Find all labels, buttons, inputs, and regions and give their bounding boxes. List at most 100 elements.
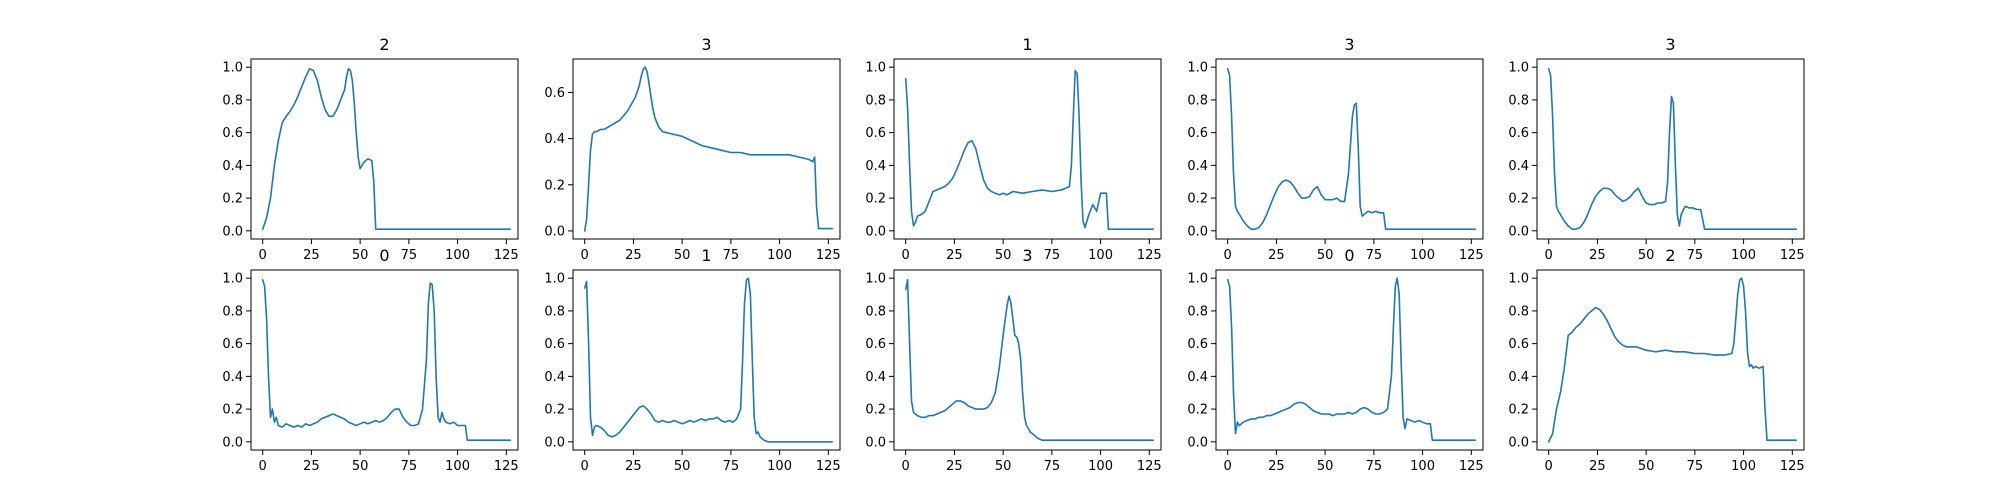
axes-frame bbox=[1215, 58, 1484, 240]
subplot-8: 3 0 25 50 75 100 125 0.0 0.2 0.4 0.6 0.8 1.0 bbox=[865, 246, 1161, 474]
x-tick-label: 0 bbox=[259, 459, 267, 474]
y-tick-label: 0.2 bbox=[1508, 403, 1529, 418]
x-tick-label: 50 bbox=[352, 459, 369, 474]
x-tick-label: 0 bbox=[581, 248, 589, 263]
axes-frame bbox=[572, 58, 841, 240]
x-tick-label: 0 bbox=[1224, 459, 1232, 474]
subplot-7: 1 0 25 50 75 100 125 0.0 0.2 0.4 0.6 0.8 1.0 bbox=[544, 246, 840, 474]
x-tick-label: 0 bbox=[1545, 459, 1553, 474]
x-tick-label: 0 bbox=[581, 459, 589, 474]
x-tick-label: 75 bbox=[1687, 248, 1704, 263]
x-tick-label: 100 bbox=[445, 248, 470, 263]
x-tick-label: 100 bbox=[1731, 459, 1756, 474]
series-line bbox=[904, 69, 1154, 230]
x-tick-label: 100 bbox=[767, 459, 792, 474]
x-tick-label: 25 bbox=[1268, 248, 1285, 263]
subplot-4: 3 0 25 50 75 100 125 0.0 0.2 0.4 0.6 0.8 1.0 bbox=[1187, 35, 1483, 263]
x-tick-label: 50 bbox=[1317, 459, 1334, 474]
y-tick-label: 0.0 bbox=[1508, 224, 1529, 239]
x-tick-label: 125 bbox=[1137, 459, 1162, 474]
y-tick-label: 0.6 bbox=[544, 86, 565, 101]
y-tick-label: 0.0 bbox=[544, 435, 565, 450]
x-tick-label: 75 bbox=[1366, 459, 1383, 474]
subplot-title: 1 bbox=[1022, 35, 1032, 54]
x-tick-label: 125 bbox=[1780, 459, 1805, 474]
axes-frame bbox=[1536, 58, 1805, 240]
x-tick-label: 125 bbox=[1780, 248, 1805, 263]
series-line bbox=[583, 277, 833, 443]
y-tick-label: 0.2 bbox=[865, 192, 886, 207]
x-tick-label: 25 bbox=[946, 248, 963, 263]
x-tick-label: 100 bbox=[1410, 248, 1435, 263]
y-tick-label: 0.4 bbox=[544, 370, 565, 385]
subplot-title: 2 bbox=[1665, 246, 1675, 265]
x-tick-label: 100 bbox=[1088, 248, 1113, 263]
y-tick-label: 0.0 bbox=[1187, 224, 1208, 239]
x-tick-label: 0 bbox=[259, 248, 267, 263]
x-tick-label: 75 bbox=[723, 248, 740, 263]
subplot-title: 3 bbox=[701, 35, 711, 54]
x-tick-label: 50 bbox=[674, 459, 691, 474]
y-tick-label: 0.0 bbox=[865, 224, 886, 239]
y-tick-label: 0.4 bbox=[1508, 370, 1529, 385]
y-tick-label: 0.8 bbox=[222, 304, 243, 319]
subplot-title: 3 bbox=[1665, 35, 1675, 54]
x-tick-label: 0 bbox=[902, 459, 910, 474]
y-tick-label: 0.0 bbox=[544, 224, 565, 239]
subplot-6: 0 0 25 50 75 100 125 0.0 0.2 0.4 0.6 0.8 1.0 bbox=[222, 246, 518, 474]
y-tick-label: 0.8 bbox=[222, 93, 243, 108]
x-tick-label: 0 bbox=[902, 248, 910, 263]
y-tick-label: 0.2 bbox=[865, 403, 886, 418]
axes-frame bbox=[1536, 269, 1805, 451]
y-tick-label: 0.2 bbox=[1187, 403, 1208, 418]
x-tick-label: 25 bbox=[625, 459, 642, 474]
y-tick-label: 0.4 bbox=[865, 159, 886, 174]
y-tick-label: 0.8 bbox=[1187, 93, 1208, 108]
subplot-1: 2 0 25 50 75 100 125 0.0 0.2 0.4 0.6 0.8 1.0 bbox=[222, 35, 518, 263]
series-line bbox=[261, 279, 511, 441]
x-tick-label: 25 bbox=[1589, 459, 1606, 474]
y-tick-label: 1.0 bbox=[1187, 61, 1208, 76]
y-tick-label: 0.6 bbox=[865, 126, 886, 141]
x-tick-label: 25 bbox=[946, 459, 963, 474]
y-tick-label: 0.2 bbox=[1187, 192, 1208, 207]
y-tick-label: 1.0 bbox=[1508, 61, 1529, 76]
y-tick-label: 0.8 bbox=[1508, 304, 1529, 319]
x-tick-label: 50 bbox=[995, 248, 1012, 263]
y-tick-label: 0.0 bbox=[865, 435, 886, 450]
x-tick-label: 75 bbox=[723, 459, 740, 474]
x-tick-label: 50 bbox=[1638, 248, 1655, 263]
y-tick-label: 0.4 bbox=[1187, 159, 1208, 174]
y-tick-label: 0.4 bbox=[222, 159, 243, 174]
y-tick-label: 0.4 bbox=[865, 370, 886, 385]
subplot-title: 1 bbox=[701, 246, 711, 265]
x-tick-label: 75 bbox=[1687, 459, 1704, 474]
x-tick-label: 100 bbox=[1088, 459, 1113, 474]
axes-frame bbox=[1215, 269, 1484, 451]
y-tick-label: 0.8 bbox=[865, 93, 886, 108]
subplot-title: 3 bbox=[1344, 35, 1354, 54]
y-tick-label: 0.0 bbox=[1187, 435, 1208, 450]
x-tick-label: 50 bbox=[352, 248, 369, 263]
subplot-title: 2 bbox=[379, 35, 389, 54]
series-line bbox=[1226, 277, 1476, 441]
subplot-2: 3 0 25 50 75 100 125 0.0 0.2 0.4 0.6 bbox=[544, 35, 840, 263]
x-tick-label: 0 bbox=[1224, 248, 1232, 263]
x-tick-label: 25 bbox=[1589, 248, 1606, 263]
y-tick-label: 0.6 bbox=[865, 337, 886, 352]
x-tick-label: 25 bbox=[303, 459, 320, 474]
y-tick-label: 0.4 bbox=[544, 132, 565, 147]
y-tick-label: 0.4 bbox=[1187, 370, 1208, 385]
subplot-title: 3 bbox=[1022, 246, 1032, 265]
series-line bbox=[1547, 68, 1797, 230]
series-line bbox=[261, 68, 511, 230]
x-tick-label: 25 bbox=[303, 248, 320, 263]
y-tick-label: 1.0 bbox=[222, 61, 243, 76]
y-tick-label: 0.0 bbox=[1508, 435, 1529, 450]
y-tick-label: 0.6 bbox=[1508, 337, 1529, 352]
x-tick-label: 75 bbox=[1044, 248, 1061, 263]
x-tick-label: 75 bbox=[401, 459, 418, 474]
y-tick-label: 1.0 bbox=[1508, 272, 1529, 287]
subplot-title: 0 bbox=[1344, 246, 1354, 265]
